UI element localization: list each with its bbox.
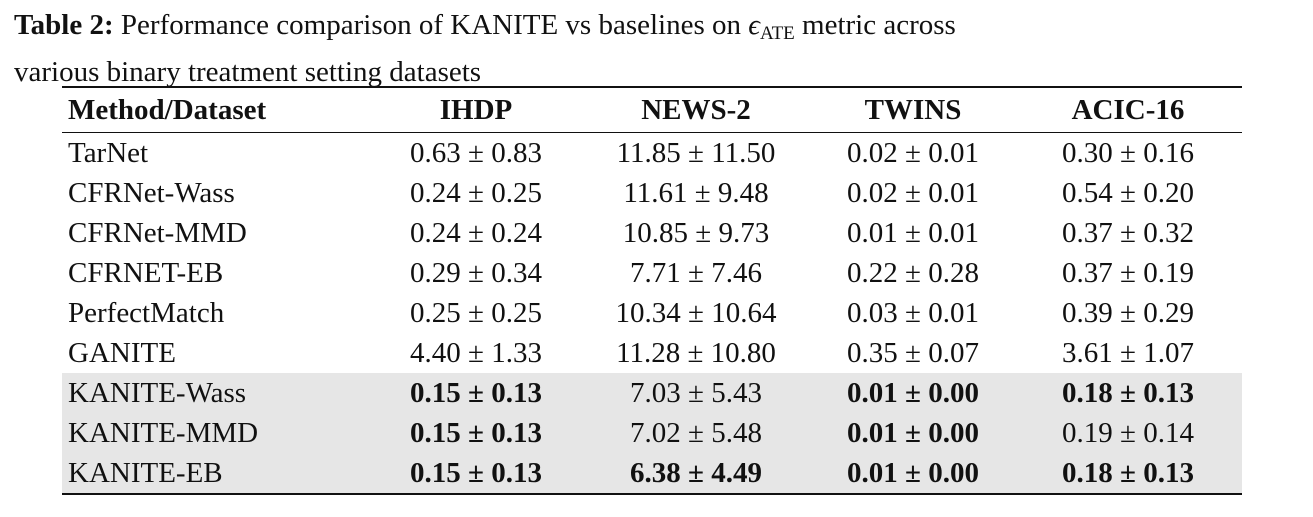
table-row: KANITE-Wass 0.15 ± 0.13 7.03 ± 5.43 0.01 ± … [62, 373, 1242, 413]
value-cell: 0.01 ± 0.00 [812, 453, 1014, 494]
value-cell: 0.30 ± 0.16 [1062, 137, 1194, 169]
caption-line2: various binary treatment setting dataset… [14, 56, 482, 88]
table-header-row: Method/Dataset IHDP NEWS-2 TWINS ACIC-16 [62, 87, 1242, 133]
table-row: KANITE-MMD 0.15 ± 0.13 7.02 ± 5.48 0.01 ± 0… [62, 413, 1242, 453]
value-cell: 0.01 ± 0.01 [847, 217, 979, 249]
method-name-cell: CFRNET-EB [68, 257, 224, 289]
value-cell: 3.61 ± 1.07 [1062, 337, 1194, 369]
metric-subscript: ATE [759, 23, 795, 44]
value-cell: 0.24 ± 0.25 [410, 177, 542, 209]
metric-epsilon: ϵ [748, 9, 760, 41]
header-twins: TWINS [864, 94, 962, 126]
method-name-cell: CFRNet-Wass [68, 177, 235, 209]
caption-label: Table 2: [14, 9, 114, 41]
method-name-cell: KANITE-MMD [62, 413, 372, 453]
header-news2: NEWS-2 [641, 94, 751, 126]
value-cell: 4.40 ± 1.33 [410, 337, 542, 369]
value-cell: 0.01 ± 0.00 [812, 373, 1014, 413]
method-name-cell: KANITE-EB [62, 453, 372, 494]
value-cell: 0.25 ± 0.25 [410, 297, 542, 329]
table-row: CFRNet-MMD 0.24 ± 0.24 10.85 ± 9.73 0.01 ± … [62, 213, 1242, 253]
value-cell: 0.35 ± 0.07 [847, 337, 979, 369]
method-name-cell: KANITE-Wass [62, 373, 372, 413]
method-name-cell: GANITE [68, 337, 176, 369]
caption-text: Performance comparison of KANITE vs base… [120, 9, 742, 41]
caption-text-end: metric across [802, 9, 956, 41]
value-cell: 0.18 ± 0.13 [1014, 373, 1242, 413]
value-cell: 7.03 ± 5.43 [580, 373, 812, 413]
method-name-cell: PerfectMatch [68, 297, 225, 329]
value-cell: 10.85 ± 9.73 [622, 217, 770, 249]
table-row: CFRNet-Wass 0.24 ± 0.25 11.61 ± 9.48 0.02 ±… [62, 173, 1242, 213]
header-ihdp: IHDP [439, 94, 513, 126]
value-cell: 0.03 ± 0.01 [847, 297, 979, 329]
value-cell: 0.63 ± 0.83 [410, 137, 542, 169]
value-cell: 0.15 ± 0.13 [372, 453, 580, 494]
value-cell: 0.15 ± 0.13 [372, 373, 580, 413]
value-cell: 11.61 ± 9.48 [623, 177, 769, 209]
value-cell: 7.71 ± 7.46 [630, 257, 762, 289]
value-cell: 0.01 ± 0.00 [812, 413, 1014, 453]
table-body: TarNet 0.63 ± 0.83 11.85 ± 11.50 0.02 ± 0.0… [62, 133, 1242, 494]
metric-symbol: ϵATE [748, 9, 795, 44]
table-row: GANITE 4.40 ± 1.33 11.28 ± 10.80 0.35 ± 0.0… [62, 333, 1242, 373]
value-cell: 0.18 ± 0.13 [1014, 453, 1242, 494]
header-method: Method/Dataset [68, 94, 267, 126]
value-cell: 0.02 ± 0.01 [847, 177, 979, 209]
value-cell: 0.22 ± 0.28 [847, 257, 979, 289]
value-cell: 0.54 ± 0.20 [1062, 177, 1194, 209]
method-name-cell: TarNet [68, 137, 149, 169]
value-cell: 0.15 ± 0.13 [372, 413, 580, 453]
value-cell: 0.02 ± 0.01 [847, 137, 979, 169]
performance-table: Method/Dataset IHDP NEWS-2 TWINS ACIC-16… [62, 86, 1242, 495]
value-cell: 0.24 ± 0.24 [410, 217, 542, 249]
value-cell: 10.34 ± 10.64 [615, 297, 777, 329]
value-cell: 7.02 ± 5.48 [580, 413, 812, 453]
value-cell: 0.37 ± 0.32 [1062, 217, 1194, 249]
method-name-cell: CFRNet-MMD [68, 217, 247, 249]
table-row: TarNet 0.63 ± 0.83 11.85 ± 11.50 0.02 ± 0.0… [62, 133, 1242, 174]
value-cell: 0.19 ± 0.14 [1014, 413, 1242, 453]
table-caption: Table 2: Performance comparison of KANIT… [14, 6, 1304, 91]
table-row: PerfectMatch 0.25 ± 0.25 10.34 ± 10.64 0.03… [62, 293, 1242, 333]
table-row: KANITE-EB 0.15 ± 0.13 6.38 ± 4.49 0.01 ± 0.… [62, 453, 1242, 494]
value-cell: 6.38 ± 4.49 [580, 453, 812, 494]
header-acic16: ACIC-16 [1071, 94, 1185, 126]
value-cell: 0.39 ± 0.29 [1062, 297, 1194, 329]
value-cell: 0.37 ± 0.19 [1062, 257, 1194, 289]
value-cell: 11.85 ± 11.50 [616, 137, 776, 169]
table-row: CFRNET-EB 0.29 ± 0.34 7.71 ± 7.46 0.22 ± 0.… [62, 253, 1242, 293]
value-cell: 0.29 ± 0.34 [410, 257, 542, 289]
value-cell: 11.28 ± 10.80 [616, 337, 776, 369]
